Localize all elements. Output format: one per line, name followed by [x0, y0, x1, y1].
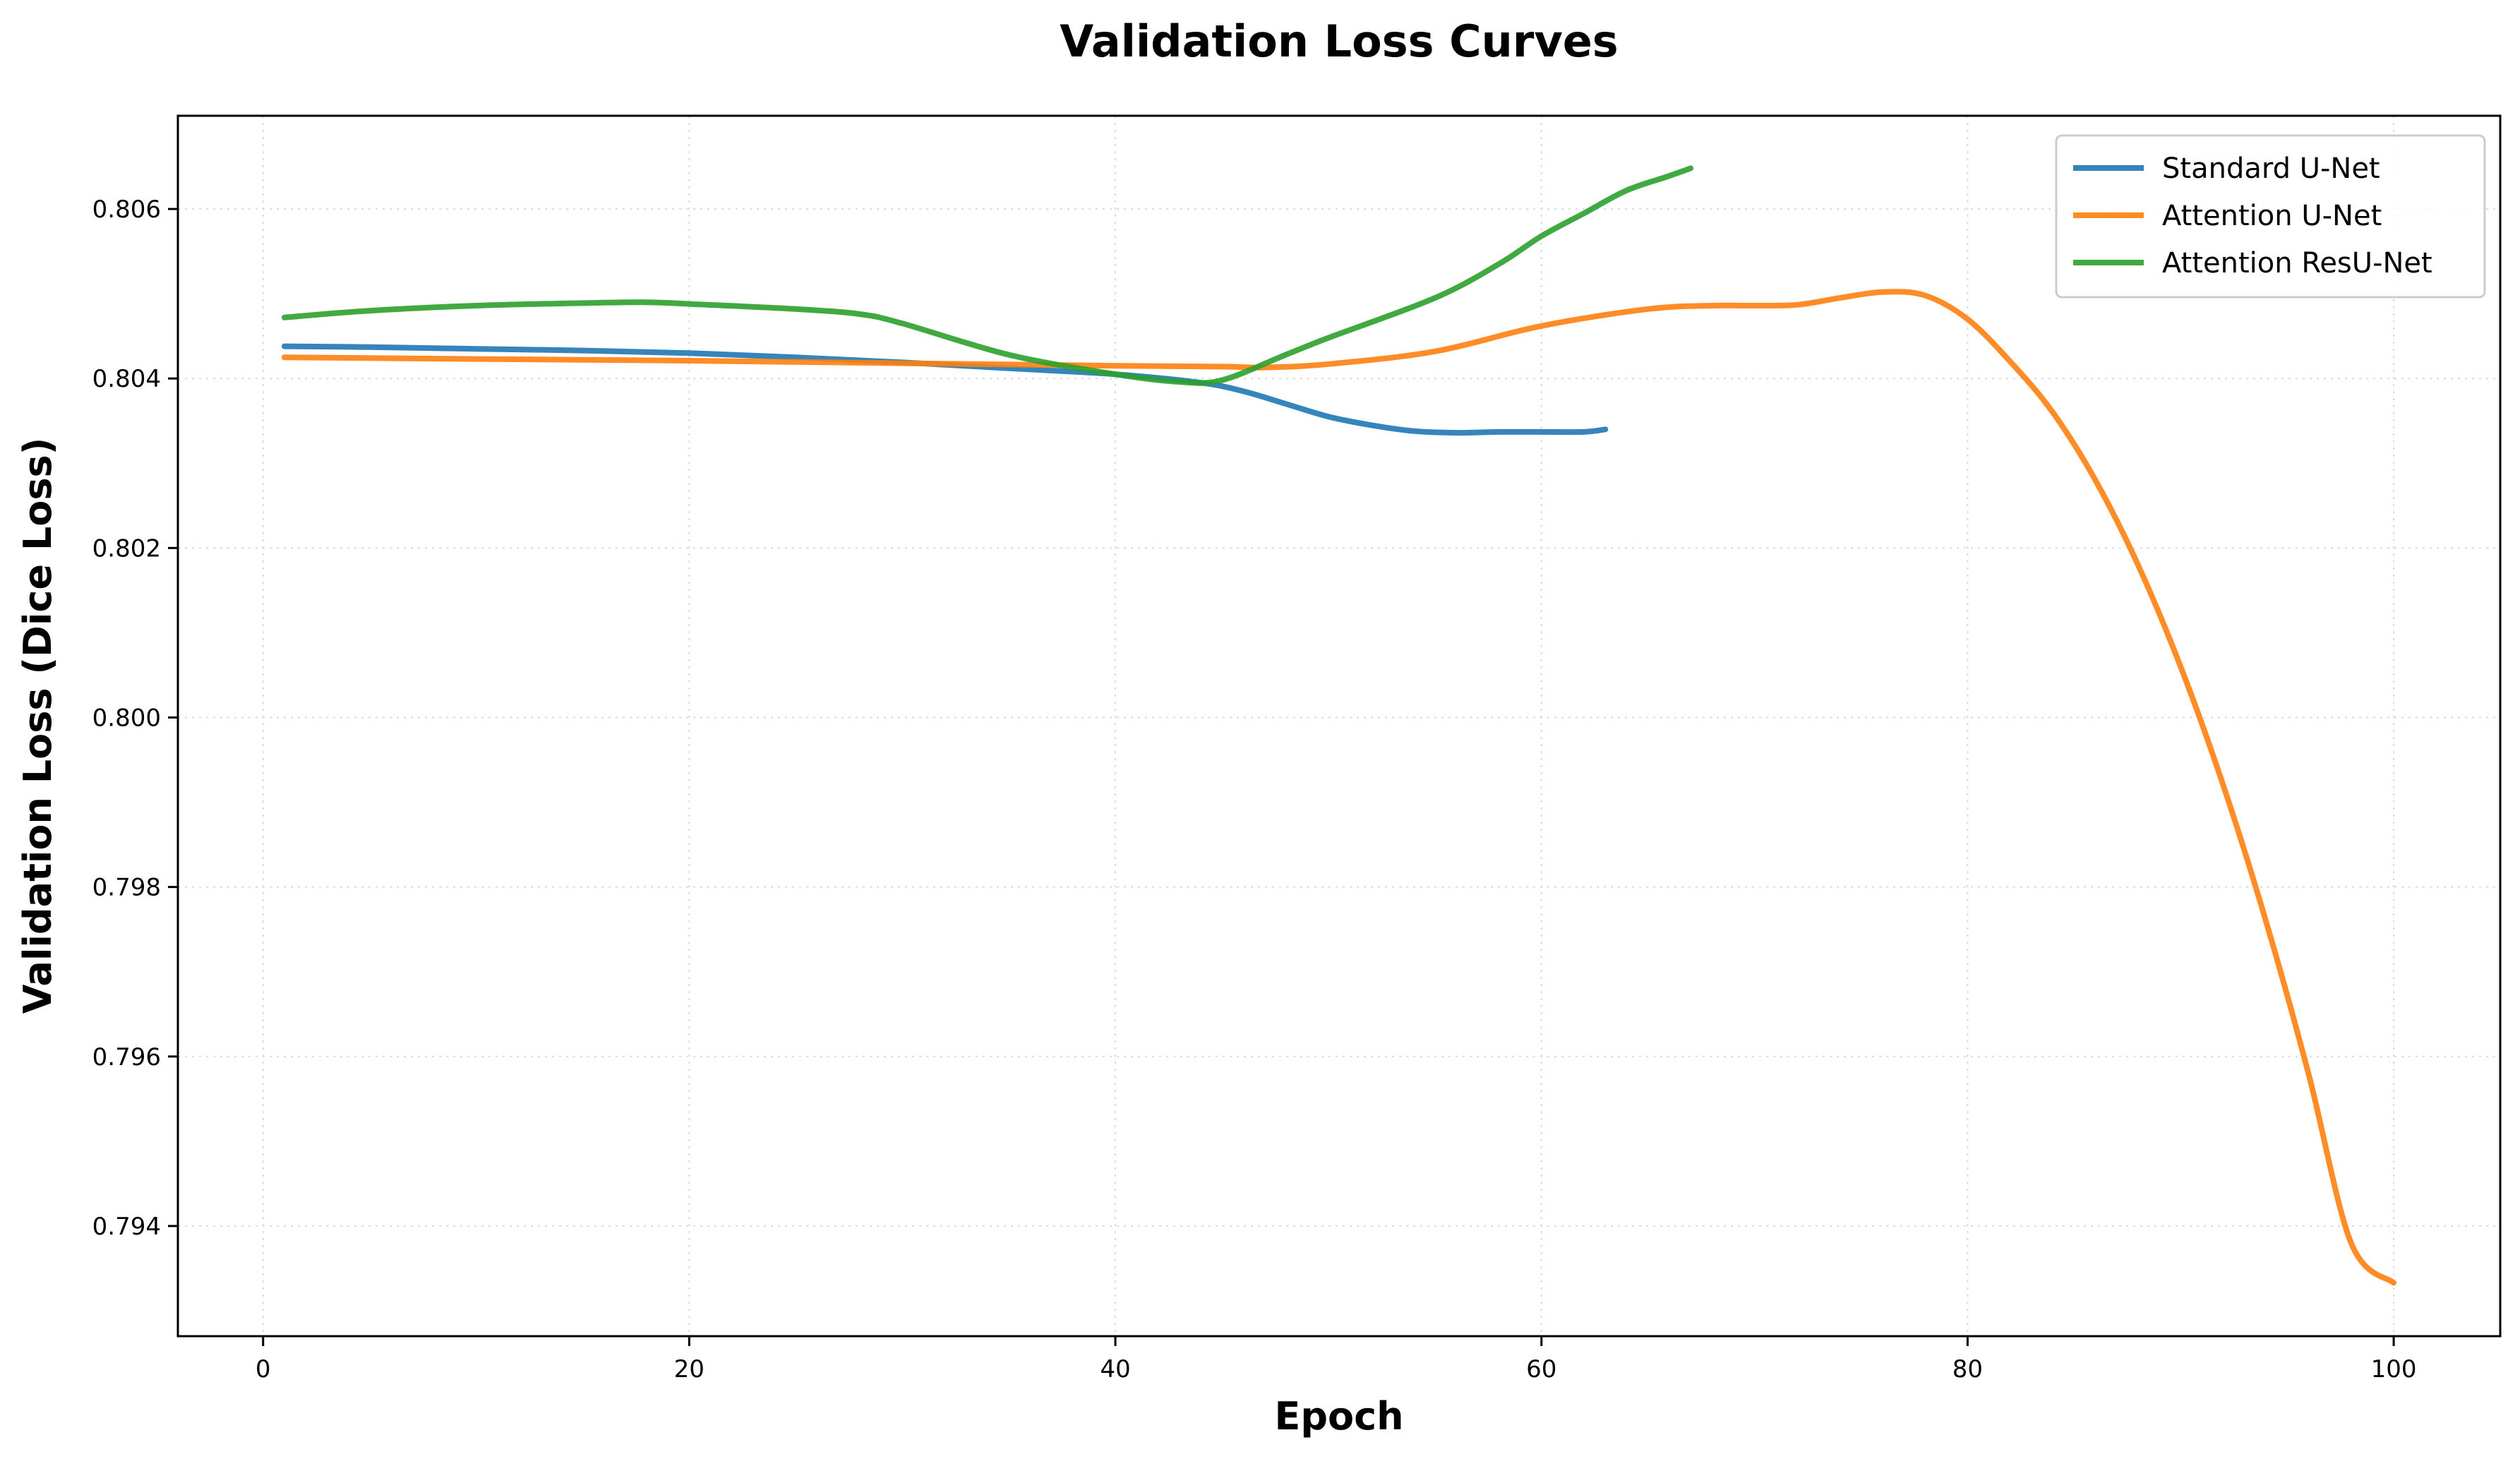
grid: [178, 116, 2500, 1336]
x-tick-label: 20: [674, 1355, 704, 1383]
y-tick-label: 0.802: [92, 534, 161, 563]
x-tick-label: 60: [1526, 1355, 1556, 1383]
series-line-attention-u-net: [281, 289, 2397, 1286]
axis-ticks: 0 20 40 60 80 100 0.794 0.796 0.798 0.800 0.802 0.8…: [92, 196, 2417, 1383]
x-axis-label: Epoch: [1274, 1394, 1403, 1439]
y-tick-label: 0.798: [92, 874, 161, 902]
y-axis-label: Validation Loss (Dice Loss): [16, 438, 60, 1014]
y-tick-label: 0.804: [92, 365, 161, 393]
series-line-attention-resu-net: [281, 165, 1693, 386]
x-tick-label: 40: [1100, 1355, 1130, 1383]
y-tick-label: 0.806: [92, 196, 161, 224]
legend-entry-label: Standard U-Net: [2162, 152, 2380, 185]
plot-frame: [176, 114, 2502, 1338]
y-tick-label: 0.794: [92, 1213, 161, 1241]
legend-box: [2055, 134, 2486, 299]
legend: Standard U-Net Attention U-Net Attention R…: [2055, 134, 2486, 299]
legend-entry-label: Attention ResU-Net: [2162, 247, 2432, 280]
y-tick-label: 0.800: [92, 704, 161, 732]
x-tick-label: 0: [256, 1355, 271, 1383]
series-lines: [281, 165, 2397, 1286]
x-tick-label: 100: [2371, 1355, 2417, 1383]
x-tick-label: 80: [1952, 1355, 1983, 1383]
legend-entry-label: Attention U-Net: [2162, 200, 2382, 232]
y-tick-label: 0.796: [92, 1043, 161, 1071]
chart-title: Validation Loss Curves: [1060, 16, 1618, 67]
